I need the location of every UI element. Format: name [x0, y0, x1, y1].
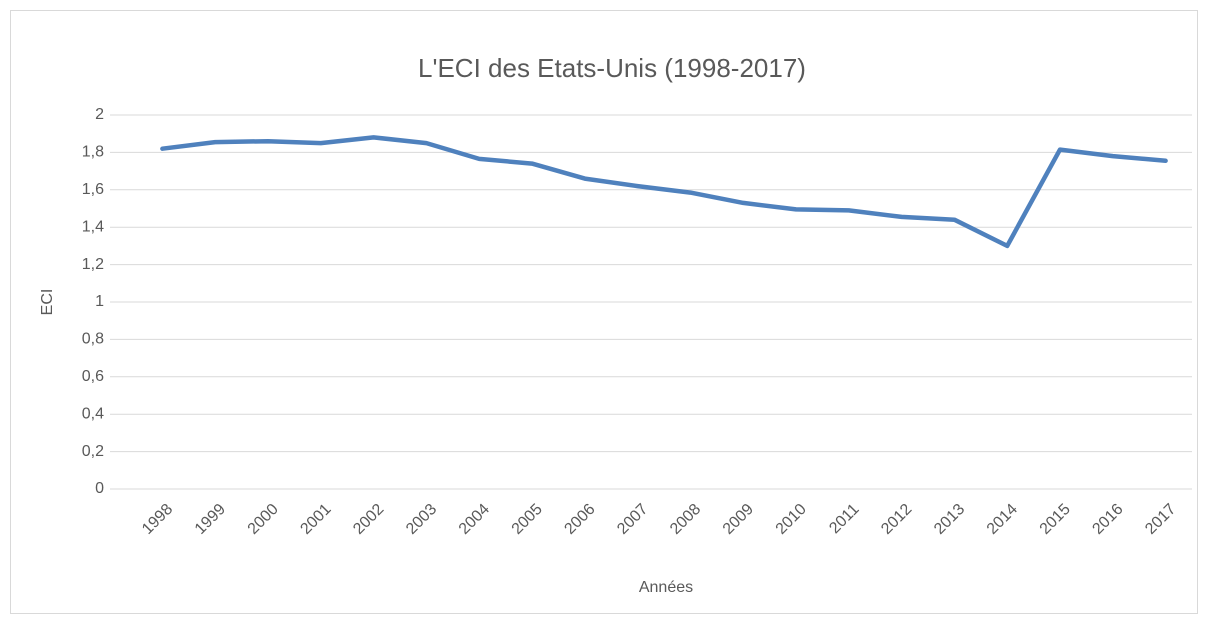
y-tick-label: 1,2: [82, 256, 104, 273]
data-line: [160, 135, 1168, 249]
y-tick-label: 1: [95, 293, 104, 310]
y-tick-label: 0,2: [82, 443, 104, 460]
y-tick-label: 0,6: [82, 368, 104, 385]
chart-frame: [10, 10, 1198, 614]
y-tick-label: 1,8: [82, 144, 104, 161]
y-axis-title: ECI: [39, 289, 56, 316]
y-tick-label: 0,4: [82, 405, 104, 422]
y-tick-label: 0: [95, 480, 104, 497]
y-tick-label: 0,8: [82, 331, 104, 348]
y-tick-label: 1,4: [82, 218, 104, 235]
y-tick-label: 2: [95, 106, 104, 123]
x-axis-title: Années: [639, 579, 693, 596]
y-tick-label: 1,6: [82, 181, 104, 198]
chart-title: L'ECI des Etats-Unis (1998-2017): [418, 53, 806, 83]
